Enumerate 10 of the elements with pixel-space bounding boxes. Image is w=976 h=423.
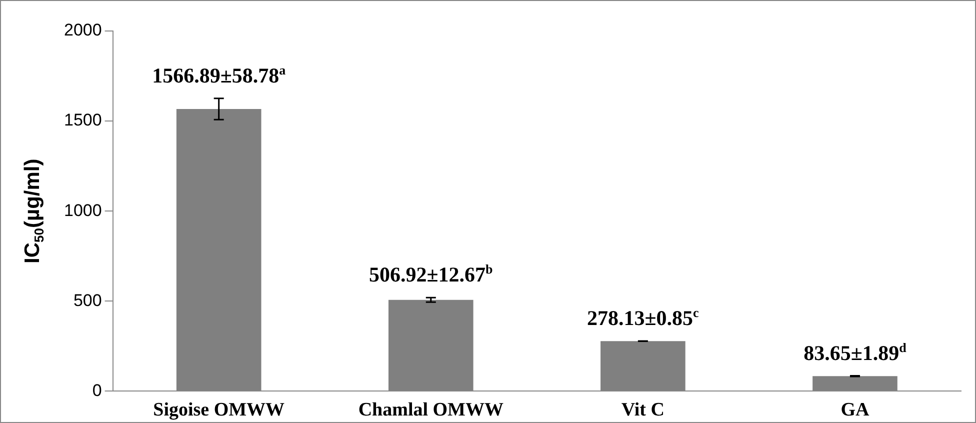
y-tick-label: 1000 [64,200,102,220]
y-tick-label: 1500 [64,110,102,130]
y-tick-label: 0 [92,380,102,400]
y-tick-label: 500 [73,290,102,310]
y-tick-label: 2000 [64,20,102,40]
x-tick-label: GA [840,400,870,421]
y-axis-title: IC50(µg/ml) [21,158,47,264]
x-tick-label: Vit C [621,400,664,421]
x-tick-label: Sigoise OMWW [153,400,285,421]
x-tick-label: Chamlal OMWW [358,400,504,421]
